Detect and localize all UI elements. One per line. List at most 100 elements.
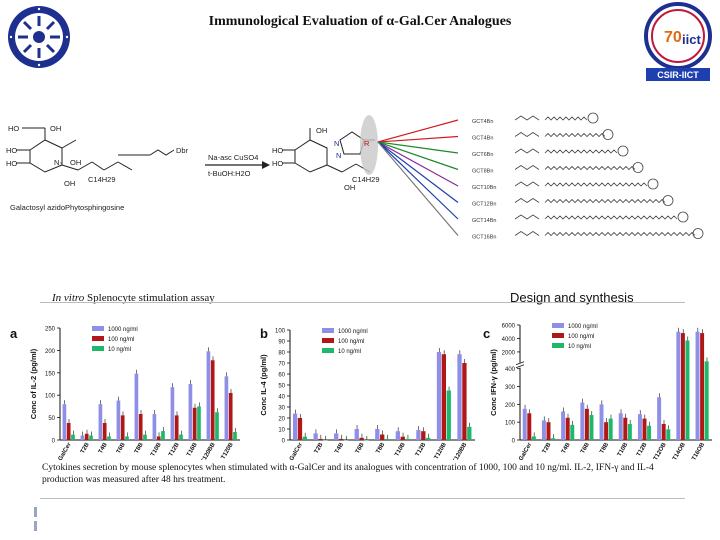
product-chain [544,182,648,187]
bar [210,360,215,440]
x-tick-label: T2B [314,441,325,454]
product-chain [514,165,540,170]
bar [134,373,139,440]
bar [421,431,426,440]
svg-text:R: R [364,139,370,148]
x-tick-label: T2B [542,441,553,454]
legend-swatch [92,336,104,341]
bar [138,414,143,440]
assay-caption-italic: In vitro [52,292,85,304]
y-tick-label: 50 [278,384,285,390]
figure-caption: Cytokines secretion by mouse splenocytes… [42,463,654,485]
x-tick-label: T12B [415,441,428,457]
y-tick-label: 6000 [502,324,516,330]
bar [338,438,344,440]
x-tick-label: T120B [221,441,236,460]
bar [561,411,566,440]
bar [467,426,472,440]
x-tick-label: T8B [134,441,145,454]
y-tick-label: 200 [45,349,56,355]
scheme-arrow [377,141,459,203]
x-tick-label: T4B [561,441,572,454]
bar [457,354,462,440]
start-material-label: Galactosyl azidoPhytosphingosine [10,203,124,212]
svg-text:HO: HO [272,146,283,155]
svg-text:70: 70 [664,29,682,46]
bar [551,438,556,440]
x-tick-label: T16OB [691,441,706,460]
bar [228,392,233,440]
benzyl-ring [662,195,674,206]
bar [527,413,532,440]
bar [642,418,647,440]
bar [66,422,71,440]
design-caption: Design and synthesis [510,290,634,305]
bar [584,408,589,440]
y-tick-label: 80 [278,351,285,357]
product-chain [514,132,540,137]
axis-break [516,362,524,368]
bar [215,412,219,440]
x-tick-label: T8B [599,441,610,454]
bar [84,433,89,440]
bar [116,400,121,440]
reagent-line-1: Na-asc CuSO4 [208,153,258,162]
x-tick-label: T2B [80,441,91,454]
x-tick-label: T6B [355,441,366,454]
x-tick-label: T4B [98,441,109,454]
scheme-arrow [377,141,459,220]
y-tick-label: 50 [48,416,55,422]
product-label: GCT16Bn [472,235,496,241]
bar [364,440,369,441]
x-tick-label: T120BB [452,441,469,460]
bar [302,436,308,440]
x-tick-label: T6B [580,441,591,454]
product-label: GCT6Bn [472,152,493,158]
scheme-arrow [377,141,459,154]
bar [192,407,197,440]
bar [152,414,157,440]
x-tick-label: T14OB [672,441,687,460]
product-chain [544,149,618,154]
benzyl-ring [617,145,629,157]
svg-text:C14H29: C14H29 [88,175,116,184]
benzyl-ring [647,178,659,190]
bar [541,420,546,440]
x-tick-label: T8B [375,441,386,454]
legend-swatch [322,328,334,333]
x-tick-label: T12OB [653,441,668,460]
bar [224,376,229,440]
bar [647,425,652,440]
bar [666,429,671,440]
bar [700,333,705,440]
chart-a: a 0 50 100 150 200 250 Conc of IL-2 (pg/ml) 1000… [10,326,240,460]
product-label: GCT10Bn [472,185,496,191]
svg-text:HO: HO [6,159,17,168]
svg-text:HO: HO [8,124,19,133]
y-tick-label: 20 [278,417,285,423]
bar [292,413,298,440]
bar [107,436,111,440]
bar [156,436,161,440]
svg-text:N: N [334,139,339,148]
product-chain [544,116,588,121]
x-tick-label: GalCer [518,441,533,460]
bar [400,436,405,440]
bar [680,333,685,440]
y-tick-label: 150 [45,371,56,377]
bar [570,424,575,440]
svg-text:C14H29: C14H29 [352,175,380,184]
y-tick-label: 0 [512,439,516,445]
slide-title: Immunological Evaluation of α-Gal.Cer An… [208,14,512,29]
x-tick-label: T10B [150,441,163,457]
legend-label: 10 ng/ml [108,347,131,353]
bar [604,422,609,440]
y-tick-label: 250 [45,327,56,333]
product-label: GCT4Bn [472,136,493,142]
legend-swatch [552,323,564,328]
bar [89,435,93,440]
y-tick-label: 100 [275,329,286,335]
panel-letter: b [260,326,268,341]
bar [206,351,211,440]
